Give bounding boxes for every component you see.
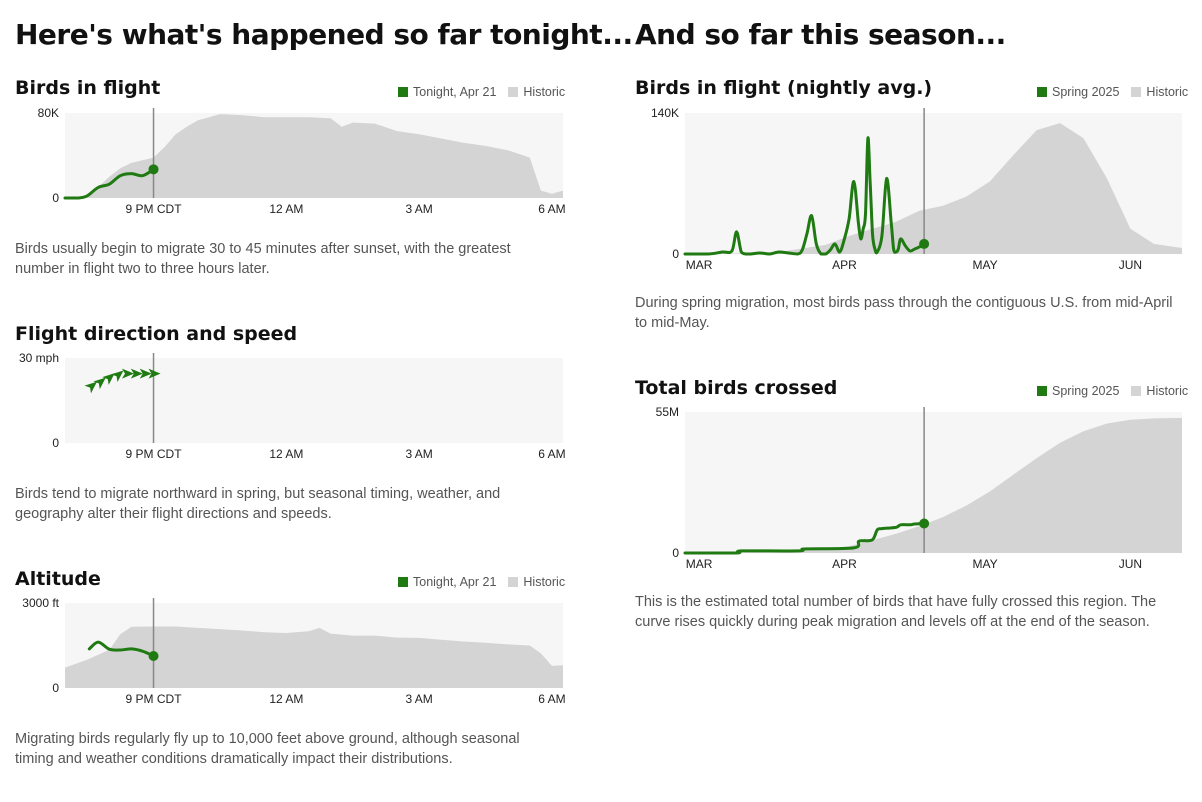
y-tick-label-max: 55M <box>656 405 679 419</box>
nightly-avg-title: Birds in flight (nightly avg.) <box>635 77 933 99</box>
arrow-head <box>111 370 124 383</box>
historic-swatch <box>508 577 519 587</box>
birds-in-flight-chart: 0 80K 9 PM CDT 12 AM 3 AM 6 AM <box>38 106 566 216</box>
x-tick-label: APR <box>832 557 857 571</box>
legend-current-label: Spring 2025 <box>1052 384 1120 398</box>
historic-area <box>65 626 563 688</box>
historic-area <box>685 417 1182 553</box>
y-tick-label-min: 0 <box>52 436 59 450</box>
x-tick-label: 9 PM CDT <box>126 447 183 461</box>
current-line <box>683 136 926 256</box>
direction-arrow <box>122 368 134 379</box>
direction-arrow <box>148 368 161 379</box>
birds-in-flight-legend: Tonight, Apr 21 Historic <box>398 85 565 99</box>
total-crossed-description: This is the estimated total number of bi… <box>635 594 1157 630</box>
x-tick-label: JUN <box>1119 258 1142 272</box>
current-line <box>683 522 926 555</box>
birds-in-flight-title: Birds in flight <box>15 77 161 99</box>
y-tick-label-min: 0 <box>672 546 679 560</box>
x-tick-label: MAY <box>973 557 998 571</box>
arrow-head <box>130 368 143 379</box>
y-tick-label-max: 3000 ft <box>22 596 59 610</box>
historic-swatch <box>508 87 519 97</box>
current-marker <box>148 650 159 661</box>
direction-arrow <box>93 377 106 390</box>
x-tick-label: 12 AM <box>269 447 303 461</box>
x-tick-label: 6 AM <box>538 447 565 461</box>
y-tick-label-min: 0 <box>672 247 679 261</box>
x-tick-label: 6 AM <box>538 692 565 706</box>
season-heading: And so far this season... <box>635 18 1006 51</box>
legend-historic-label: Historic <box>523 575 566 589</box>
x-tick-label: JUN <box>1119 557 1142 571</box>
historic-swatch <box>1131 87 1142 97</box>
current-swatch <box>398 577 408 587</box>
x-tick-label: 12 AM <box>269 692 303 706</box>
x-tick-label: 3 AM <box>405 692 432 706</box>
current-swatch <box>1037 386 1047 396</box>
altitude-title: Altitude <box>15 568 101 590</box>
y-tick-label-max: 30 mph <box>19 351 59 365</box>
altitude-description: Migrating birds regularly fly up to 10,0… <box>15 731 520 767</box>
current-marker <box>148 164 159 175</box>
arrow-head <box>139 368 152 379</box>
altitude-chart: 0 3000 ft 9 PM CDT 12 AM 3 AM 6 AM <box>22 596 565 706</box>
plot-background <box>65 358 563 443</box>
legend-historic-label: Historic <box>523 85 566 99</box>
legend-current-label: Spring 2025 <box>1052 85 1120 99</box>
x-tick-label: APR <box>832 258 857 272</box>
current-line <box>63 167 155 200</box>
arrow-head <box>93 377 106 390</box>
arrow-head <box>84 381 97 394</box>
x-tick-label: MAY <box>973 258 998 272</box>
legend-current-label: Tonight, Apr 21 <box>413 575 497 589</box>
historic-area <box>685 123 1182 254</box>
y-tick-label-max: 140K <box>651 106 679 120</box>
altitude-legend: Tonight, Apr 21 Historic <box>398 575 565 589</box>
x-tick-label: 9 PM CDT <box>126 692 183 706</box>
nightly-avg-description: During spring migration, most birds pass… <box>635 295 1173 331</box>
flight-direction-description: Birds tend to migrate northward in sprin… <box>15 486 501 522</box>
x-tick-label: MAR <box>686 557 713 571</box>
current-marker <box>919 518 930 529</box>
total-crossed-legend: Spring 2025 Historic <box>1037 384 1188 398</box>
direction-arrow <box>130 368 143 379</box>
direction-arrow <box>84 381 97 394</box>
x-tick-label: 6 AM <box>538 202 565 216</box>
x-tick-label: 9 PM CDT <box>126 202 183 216</box>
direction-arrow <box>139 368 152 379</box>
direction-arrow <box>102 373 115 385</box>
flight-direction-title: Flight direction and speed <box>15 323 298 345</box>
nightly-avg-legend: Spring 2025 Historic <box>1037 85 1188 99</box>
flight-direction-chart: 0 30 mph 9 PM CDT 12 AM 3 AM 6 AM <box>19 351 566 461</box>
birds-in-flight-description: Birds usually begin to migrate 30 to 45 … <box>15 241 511 277</box>
arrow-head <box>102 373 115 385</box>
arrow-head <box>148 368 161 379</box>
legend-historic-label: Historic <box>1146 384 1189 398</box>
current-marker <box>919 238 930 249</box>
x-tick-label: MAR <box>686 258 713 272</box>
y-tick-label-max: 80K <box>38 106 59 120</box>
direction-arrow <box>111 370 124 383</box>
historic-area <box>65 114 563 198</box>
total-crossed-title: Total birds crossed <box>635 377 838 399</box>
current-swatch <box>398 87 408 97</box>
y-tick-label-min: 0 <box>52 191 59 205</box>
current-swatch <box>1037 87 1047 97</box>
x-tick-label: 12 AM <box>269 202 303 216</box>
historic-swatch <box>1131 386 1142 396</box>
legend-current-label: Tonight, Apr 21 <box>413 85 497 99</box>
current-line <box>87 640 155 658</box>
arrow-head <box>122 368 134 379</box>
nightly-avg-chart: 0 140K MAR APR MAY JUN <box>651 106 1182 272</box>
y-tick-label-min: 0 <box>52 681 59 695</box>
total-crossed-chart: 0 55M MAR APR MAY JUN <box>656 405 1182 571</box>
x-tick-label: 3 AM <box>405 447 432 461</box>
tonight-heading: Here's what's happened so far tonight... <box>15 18 633 51</box>
legend-historic-label: Historic <box>1146 85 1189 99</box>
x-tick-label: 3 AM <box>405 202 432 216</box>
